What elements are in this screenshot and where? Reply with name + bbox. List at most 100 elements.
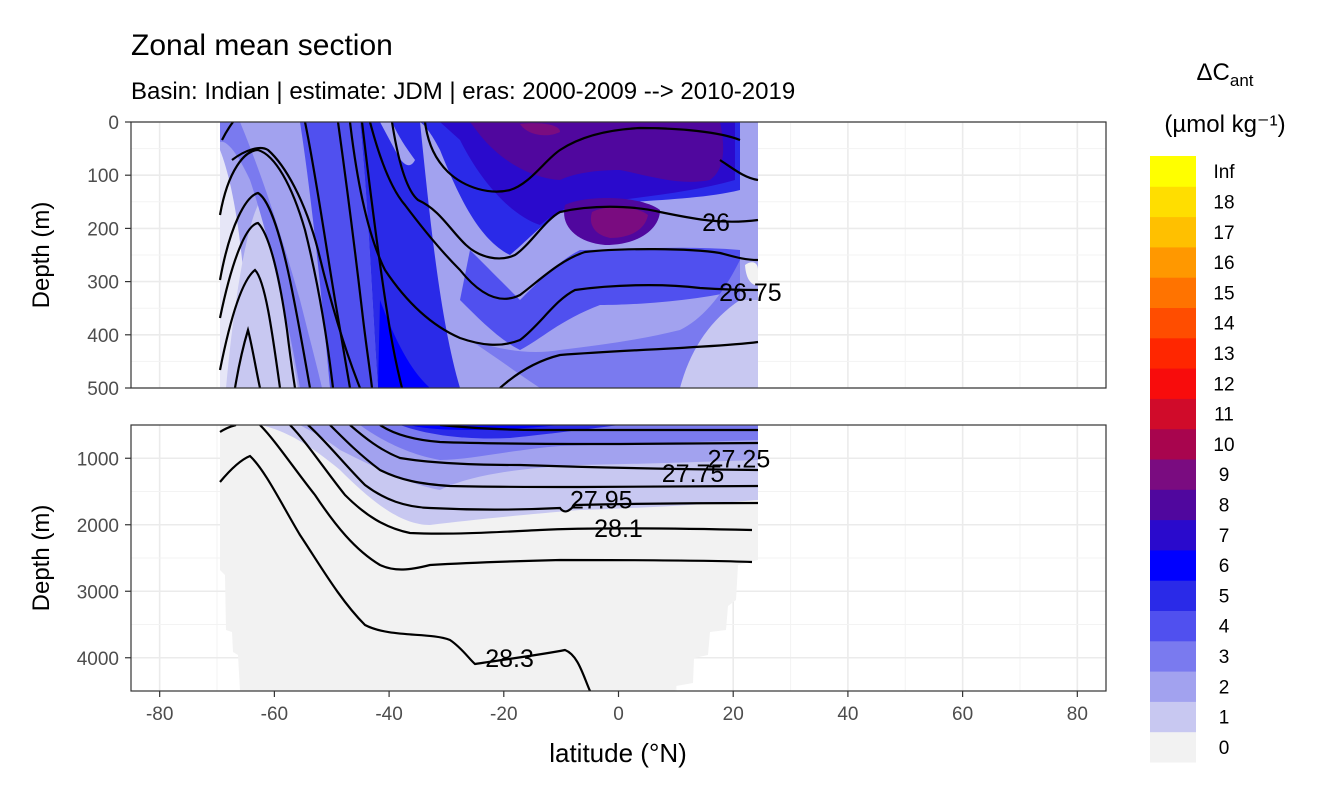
x-tick-label: 80 [1067,704,1088,725]
legend-swatch [1150,549,1196,581]
legend-title-main: ΔC [1196,59,1229,86]
legend-swatch [1150,610,1196,642]
isopycnal-line [368,122,759,300]
legend-swatch [1150,186,1196,218]
isopycnal-line [336,122,374,388]
isopycnal-line [329,425,759,489]
legend-label: 16 [1213,253,1234,274]
y-tick-label: 400 [87,326,119,347]
isopycnal-label: 27.25 [708,445,771,473]
legend-label: 3 [1219,647,1230,668]
isopycnal-label: 28.3 [485,645,534,673]
upper-panel-border [130,121,1107,389]
legend-label: 5 [1219,586,1230,607]
isopycnal-line [218,191,312,388]
legend-label: 2 [1219,677,1230,698]
field-band-upper-deep-blue [300,122,378,388]
y-tick-label: 500 [87,379,119,400]
legend-label: 13 [1213,344,1234,365]
isopycnal-line [423,122,741,193]
legend: ΔCant (µmol kg⁻¹) 0123456789101112131415… [1150,59,1286,763]
legend-swatch [1150,459,1196,490]
y-tick-label: 4000 [77,649,119,670]
legend-label: 4 [1219,617,1230,638]
isopycnal-line [360,122,404,388]
isopycnal-line [218,221,297,388]
isopycnal-line [289,425,753,535]
legend-label: 18 [1213,192,1234,213]
legend-label: 0 [1219,738,1230,759]
legend-swatch [1150,368,1196,399]
y-tick-label: 200 [87,219,119,240]
x-tick-label: -40 [375,704,402,725]
chart-title: Zonal mean section [131,29,393,62]
upper-panel: 26 26.75 0 100 200 300 400 500 [87,113,1107,400]
isopycnal-label: 26 [702,209,730,237]
legend-label: 15 [1213,283,1234,304]
y-tick-label: 1000 [77,449,119,470]
legend-label: 10 [1213,435,1234,456]
isopycnal-line [349,425,759,472]
lower-y-axis: 1000 2000 3000 4000 [77,449,131,670]
legend-label: Inf [1213,162,1235,183]
isopycnal-line [307,425,759,513]
upper-y-axis: 0 100 200 300 400 500 [87,113,131,400]
upper-isopycnal-labels: 26 26.75 [702,209,782,307]
upper-panel-field: 26 26.75 [218,122,782,388]
isopycnal-line [390,122,759,260]
legend-swatch [1150,156,1196,187]
isopycnal-line [219,454,592,691]
x-axis-label: latitude (°N) [549,738,687,768]
y-tick-label: 300 [87,273,119,294]
isopycnal-label: 28.1 [594,515,643,543]
isopycnal-line [499,340,759,388]
isopycnal-line [218,268,282,388]
legend-swatch [1150,519,1196,551]
legend-title: ΔCant [1196,59,1253,90]
field-band-upper-north-inner [470,122,724,182]
legend-label: 7 [1219,526,1230,547]
legend-title-sub: ant [1230,71,1254,90]
legend-swatch [1150,731,1196,763]
legend-swatch [1150,277,1196,308]
field-band-upper-surface-patch [520,123,560,136]
x-tick-label: -60 [261,704,288,725]
legend-label: 8 [1219,495,1230,516]
chart-subtitle: Basin: Indian | estimate: JDM | eras: 20… [131,78,795,105]
legend-swatch [1150,398,1196,430]
y-axis-label-upper: Depth (m) [28,202,55,309]
field-band-upper-light-tongue [380,122,415,166]
legend-swatch [1150,640,1196,672]
legend-label: 1 [1219,708,1230,729]
legend-swatch [1150,246,1196,278]
legend-label: 6 [1219,556,1230,577]
field-band-upper-equator-max [590,207,648,238]
isopycnal-line [221,122,234,141]
isopycnal-line [348,122,759,346]
isopycnal-line [259,425,753,571]
legend-swatch [1150,489,1196,521]
y-axis-label-lower: Depth (m) [28,505,55,612]
legend-swatch [1150,580,1196,611]
legend-swatch [1150,216,1196,248]
legend-swatch [1150,307,1196,339]
x-tick-label: -20 [490,704,517,725]
legend-swatch [1150,337,1196,369]
y-tick-label: 2000 [77,516,119,537]
isopycnal-line [439,425,758,432]
x-tick-label: 60 [952,704,973,725]
legend-label: 14 [1213,314,1235,335]
isopycnal-label: 27.75 [662,460,725,488]
field-band-upper-south-blue [220,122,322,388]
legend-swatch [1150,428,1196,460]
isopycnal-label: 26.75 [719,279,782,307]
y-tick-label: 100 [87,166,119,187]
isopycnal-line [379,425,759,446]
y-tick-label: 0 [108,113,119,134]
legend-unit: (µmol kg⁻¹) [1164,111,1285,138]
